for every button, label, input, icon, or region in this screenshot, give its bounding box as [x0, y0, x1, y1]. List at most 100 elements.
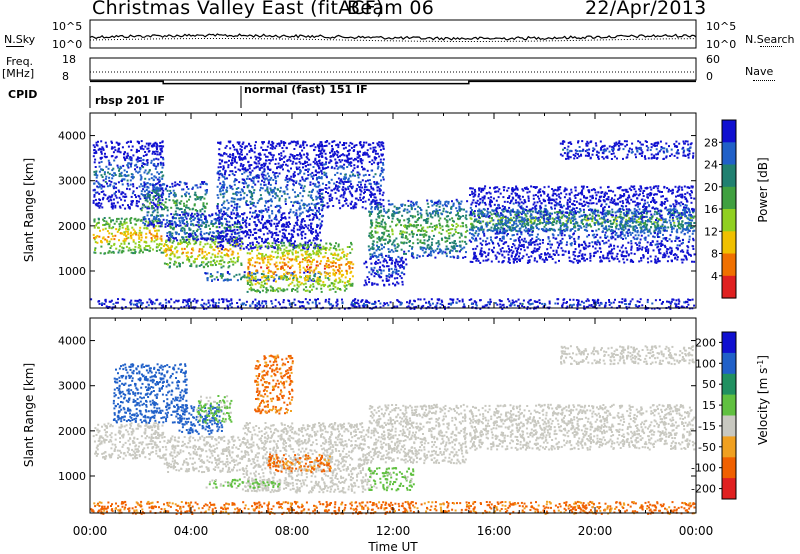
scatter-cell [328, 278, 331, 281]
scatter-cell [230, 197, 233, 200]
scatter-cell [302, 163, 304, 165]
scatter-cell [104, 177, 107, 180]
scatter-cell [218, 173, 221, 176]
scatter-cell [139, 247, 142, 250]
scatter-cell [299, 276, 302, 279]
scatter-cell [214, 243, 216, 246]
scatter-cell [389, 274, 392, 277]
scatter-cell [159, 153, 162, 156]
scatter-cell [175, 251, 178, 254]
scatter-cell [456, 213, 459, 216]
scatter-cell [189, 234, 192, 237]
scatter-cell [118, 196, 121, 199]
scatter-cell [176, 224, 179, 226]
scatter-cell [269, 143, 272, 146]
scatter-cell [269, 258, 272, 261]
scatter-cell [439, 227, 442, 230]
scatter-cell [397, 207, 400, 210]
scatter-cell [458, 240, 461, 243]
scatter-cell [426, 213, 429, 216]
scatter-cell [234, 261, 237, 264]
scatter-cell [621, 207, 624, 210]
scatter-cell [374, 203, 377, 205]
scatter-cell [255, 165, 258, 168]
scatter-cell [161, 177, 164, 180]
scatter-cell [429, 247, 432, 250]
scatter-cell [282, 288, 285, 291]
scatter-cell [211, 253, 214, 256]
scatter-cell [292, 276, 295, 279]
scatter-cell [311, 175, 314, 178]
scatter-cell [281, 253, 284, 256]
scatter-cell [149, 246, 152, 249]
scatter-cell [424, 251, 427, 254]
scatter-cell [227, 225, 230, 228]
scatter-cell [318, 171, 320, 174]
scatter-cell [270, 204, 273, 207]
scatter-cell [153, 236, 156, 239]
scatter-cell [110, 251, 113, 254]
scatter-cell [173, 200, 176, 203]
scatter-cell [159, 148, 162, 151]
scatter-cell [311, 232, 313, 235]
scatter-cell [133, 232, 136, 235]
scatter-cell [219, 243, 222, 246]
scatter-cell [105, 175, 108, 178]
scatter-cell [126, 226, 129, 229]
scatter-cell [252, 243, 254, 246]
scatter-cell [251, 215, 254, 218]
scatter-cell [332, 254, 335, 256]
scatter-cell [379, 198, 382, 201]
scatter-cell [385, 259, 387, 262]
scatter-cell [449, 255, 452, 258]
scatter-cell [443, 217, 446, 220]
scatter-cell [209, 243, 212, 246]
scatter-cell [311, 209, 314, 212]
scatter-cell [419, 246, 422, 249]
scatter-cell [229, 153, 231, 156]
scatter-cell [381, 244, 383, 247]
scatter-cell [251, 211, 254, 214]
scatter-cell [295, 260, 298, 262]
scatter-cell [100, 241, 103, 244]
scatter-cell [304, 179, 307, 182]
scatter-cell [332, 287, 335, 290]
scatter-cell [246, 168, 249, 171]
scatter-cell [111, 204, 114, 207]
scatter-cell [345, 181, 348, 183]
scatter-cell [198, 264, 201, 267]
scatter-cell [227, 201, 230, 204]
scatter-cell [93, 195, 96, 198]
scatter-cell [322, 196, 325, 199]
scatter-cell [189, 228, 192, 231]
scatter-cell [234, 231, 237, 234]
scatter-cell [382, 199, 385, 202]
scatter-cell [218, 262, 221, 265]
scatter-cell [161, 196, 164, 199]
scatter-cell [466, 200, 469, 203]
scatter-cell [337, 189, 340, 192]
scatter-cell [197, 217, 200, 220]
scatter-cell [161, 166, 164, 169]
scatter-cell [304, 241, 307, 244]
scatter-cell [339, 141, 341, 144]
scatter-cell [328, 284, 331, 287]
scatter-cell [309, 274, 312, 277]
scatter-cell [373, 161, 376, 164]
scatter-cell [441, 213, 444, 216]
scatter-cell [236, 243, 239, 246]
scatter-cell [146, 147, 149, 150]
scatter-cell [269, 151, 272, 154]
scatter-cell [154, 225, 157, 228]
scatter-cell [292, 183, 295, 186]
scatter-cell [339, 160, 342, 163]
scatter-cell [93, 146, 96, 149]
scatter-cell [369, 203, 372, 206]
scatter-cell [175, 246, 178, 249]
scatter-cell [301, 176, 304, 179]
scatter-cell [153, 203, 156, 206]
scatter-cell [351, 248, 354, 251]
scatter-cell [381, 171, 384, 174]
scatter-cell [162, 203, 165, 206]
scatter-cell [306, 265, 308, 268]
